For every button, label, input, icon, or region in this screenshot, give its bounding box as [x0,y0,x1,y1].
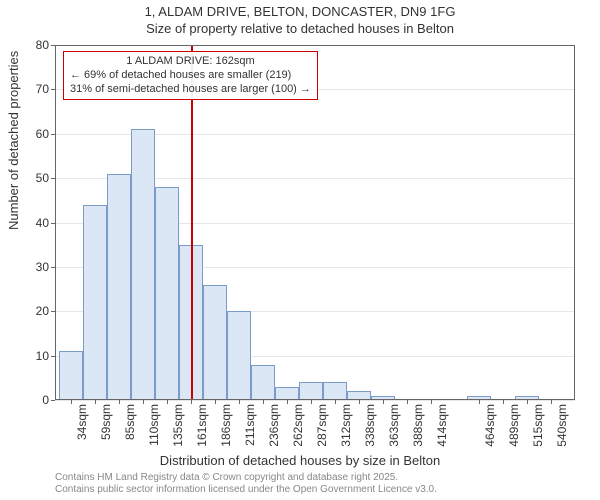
xtick-label: 414sqm [435,404,449,447]
ytick-label: 40 [36,216,49,230]
xtick-mark [143,400,144,404]
xtick-label: 287sqm [315,404,329,447]
xtick-mark [71,400,72,404]
y-axis-label: Number of detached properties [6,51,21,230]
xtick-mark [215,400,216,404]
xtick-mark [383,400,384,404]
title-line-2: Size of property relative to detached ho… [146,21,454,36]
footer-line-1: Contains HM Land Registry data © Crown c… [55,472,398,483]
xtick-mark [191,400,192,404]
ytick-label: 30 [36,260,49,274]
xtick-mark [335,400,336,404]
gridline [55,400,575,401]
xtick-mark [551,400,552,404]
xtick-label: 338sqm [363,404,377,447]
xtick-label: 161sqm [195,404,209,447]
footer-attribution: Contains HM Land Registry data © Crown c… [55,472,437,496]
xtick-mark [503,400,504,404]
ytick-label: 10 [36,349,49,363]
plot-inner: 0102030405060708034sqm59sqm85sqm110sqm13… [55,45,575,400]
xtick-label: 186sqm [219,404,233,447]
ytick-label: 80 [36,38,49,52]
xtick-mark [239,400,240,404]
xtick-mark [311,400,312,404]
xtick-mark [479,400,480,404]
chart-container: 1, ALDAM DRIVE, BELTON, DONCASTER, DN9 1… [0,0,600,500]
ytick-label: 50 [36,171,49,185]
xtick-label: 363sqm [387,404,401,447]
xtick-label: 262sqm [291,404,305,447]
xtick-label: 515sqm [531,404,545,447]
xtick-label: 312sqm [339,404,353,447]
xtick-mark [263,400,264,404]
title-line-1: 1, ALDAM DRIVE, BELTON, DONCASTER, DN9 1… [145,4,456,19]
xtick-mark [287,400,288,404]
footer-line-2: Contains public sector information licen… [55,484,437,495]
ytick-mark [51,400,55,401]
xtick-label: 540sqm [555,404,569,447]
xtick-label: 110sqm [147,404,161,446]
xtick-mark [95,400,96,404]
xtick-label: 59sqm [99,404,113,440]
xtick-label: 489sqm [507,404,521,447]
xtick-label: 135sqm [171,404,185,447]
ytick-label: 20 [36,304,49,318]
xtick-label: 464sqm [483,404,497,447]
chart-title: 1, ALDAM DRIVE, BELTON, DONCASTER, DN9 1… [0,4,600,38]
xtick-mark [431,400,432,404]
ytick-label: 0 [42,393,49,407]
plot-area: 0102030405060708034sqm59sqm85sqm110sqm13… [55,45,575,400]
xtick-label: 236sqm [267,404,281,447]
xtick-mark [167,400,168,404]
xtick-mark [407,400,408,404]
xtick-mark [359,400,360,404]
xtick-mark [527,400,528,404]
ytick-label: 70 [36,82,49,96]
plot-border [55,45,575,400]
x-axis-label: Distribution of detached houses by size … [0,453,600,468]
xtick-label: 85sqm [123,404,137,440]
xtick-label: 34sqm [75,404,89,440]
xtick-label: 388sqm [411,404,425,447]
xtick-label: 211sqm [243,404,257,446]
xtick-mark [119,400,120,404]
ytick-label: 60 [36,127,49,141]
